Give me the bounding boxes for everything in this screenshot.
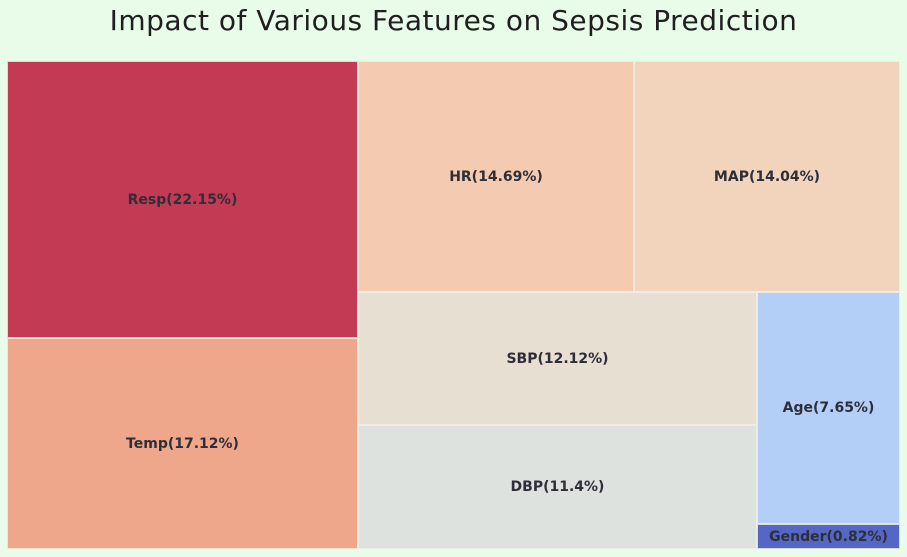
treemap-tile-gender[interactable]: Gender(0.82%) — [757, 524, 900, 549]
treemap-tile-label: Age(7.65%) — [782, 400, 875, 416]
treemap-tile-label: SBP(12.12%) — [506, 350, 609, 367]
treemap-tile-hr[interactable]: HR(14.69%) — [358, 61, 634, 292]
treemap-tile-age[interactable]: Age(7.65%) — [757, 292, 900, 524]
treemap-tile-label: Gender(0.82%) — [769, 528, 888, 545]
treemap: Resp(22.15%) Temp(17.12%) HR(14.69%) MAP(14… — [7, 61, 900, 549]
treemap-tile-map[interactable]: MAP(14.04%) — [634, 61, 900, 292]
treemap-tile-label: Temp(17.12%) — [126, 435, 239, 452]
treemap-tile-label: HR(14.69%) — [449, 168, 543, 185]
treemap-tile-label: MAP(14.04%) — [713, 168, 821, 185]
treemap-tile-label: Resp(22.15%) — [127, 191, 238, 208]
treemap-tile-dbp[interactable]: DBP(11.4%) — [358, 425, 757, 549]
treemap-tile-label: DBP(11.4%) — [510, 479, 605, 495]
chart-title: Impact of Various Features on Sepsis Pre… — [109, 4, 798, 37]
treemap-tile-resp[interactable]: Resp(22.15%) — [7, 61, 358, 338]
treemap-tile-sbp[interactable]: SBP(12.12%) — [358, 292, 757, 425]
treemap-tile-temp[interactable]: Temp(17.12%) — [7, 338, 358, 549]
